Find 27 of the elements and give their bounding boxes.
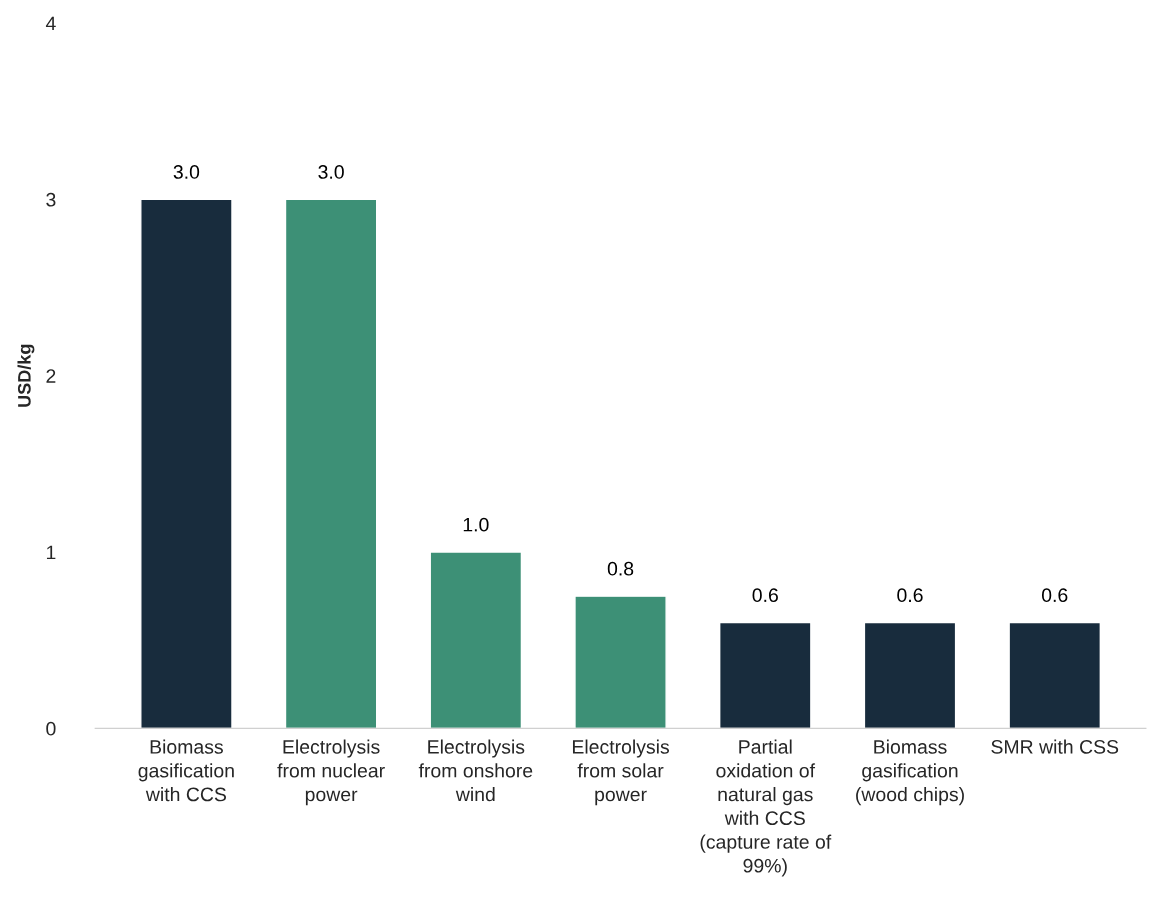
bar <box>429 551 523 729</box>
data-label: 0.6 <box>1041 588 1068 603</box>
data-label: 0.6 <box>897 588 923 603</box>
y-tick-label: 4 <box>45 16 56 31</box>
bar <box>140 198 233 729</box>
x-tick-label: Partial oxidation of natural gas with CCS (capture rate of 99%) <box>700 739 832 877</box>
x-tick-label: Biomass gasification with CCS <box>138 739 234 802</box>
x-tick-label: SMR with CSS <box>991 739 1119 754</box>
y-tick-label: 1 <box>46 545 56 560</box>
data-label: 0.6 <box>752 588 778 603</box>
x-tick-label: Electrolysis from solar power <box>572 739 670 806</box>
x-tick-label: Electrolysis from onshore wind <box>418 739 533 802</box>
data-label: 3.0 <box>173 165 200 179</box>
bar <box>1008 621 1102 729</box>
data-label: 3.0 <box>318 165 344 179</box>
y-tick-label: 0 <box>46 721 56 736</box>
x-tick-label: Biomass gasification (wood chips) <box>856 739 964 806</box>
bar <box>718 621 812 729</box>
bar <box>284 198 378 729</box>
bar <box>574 595 667 729</box>
y-axis-title: USD/kg <box>17 344 35 407</box>
y-tick-label: 3 <box>46 192 56 207</box>
bar <box>863 621 957 729</box>
data-label: 0.8 <box>607 561 634 576</box>
x-tick-label: Electrolysis from nuclear power <box>277 739 385 806</box>
data-label: 1.0 <box>463 517 489 532</box>
y-tick-label: 2 <box>46 369 56 383</box>
